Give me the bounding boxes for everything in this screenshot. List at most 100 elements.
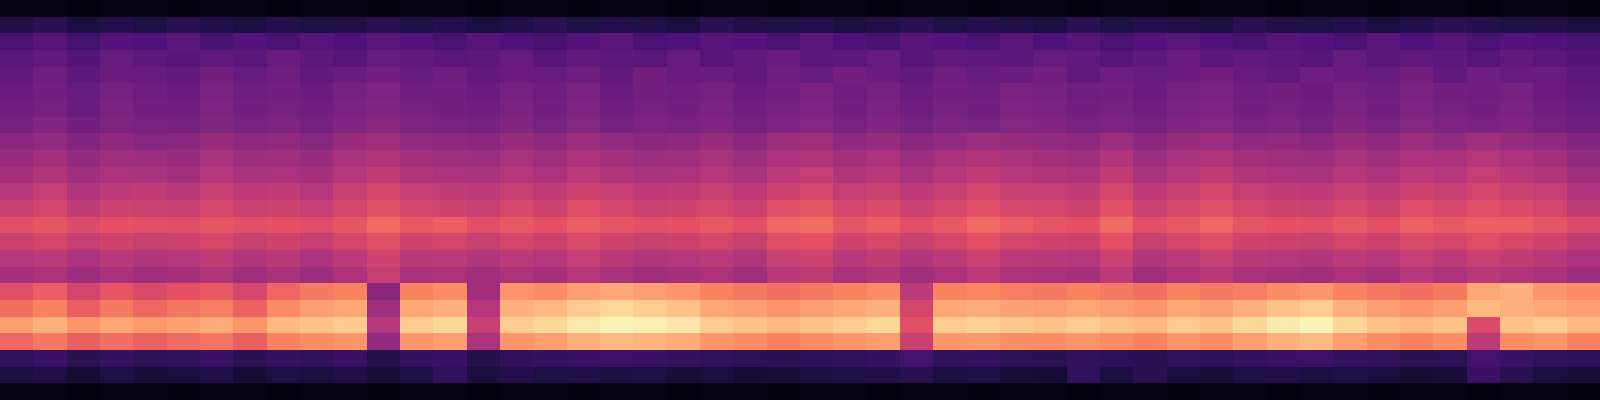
- cell: [233, 67, 267, 84]
- cell: [1000, 367, 1034, 384]
- cell: [533, 150, 567, 167]
- cell: [1200, 383, 1234, 400]
- cell: [733, 167, 767, 184]
- cell: [433, 233, 467, 250]
- cell: [1233, 233, 1267, 250]
- cell: [1167, 300, 1201, 317]
- cell: [433, 150, 467, 167]
- cell: [1200, 333, 1234, 350]
- cell: [1033, 217, 1067, 234]
- cell: [1433, 333, 1467, 350]
- cell: [367, 300, 401, 317]
- cell: [100, 283, 134, 300]
- cell: [1100, 317, 1134, 334]
- cell: [400, 100, 434, 117]
- cell: [267, 117, 301, 134]
- cell: [367, 233, 401, 250]
- cell: [133, 317, 167, 334]
- cell: [1500, 33, 1534, 50]
- cell: [1267, 350, 1301, 367]
- cell: [933, 133, 967, 150]
- cell: [1567, 367, 1600, 384]
- cell: [33, 133, 67, 150]
- cell: [1500, 0, 1534, 17]
- cell: [767, 0, 801, 17]
- cell: [933, 333, 967, 350]
- cell: [1333, 200, 1367, 217]
- cell: [167, 150, 201, 167]
- cell: [567, 367, 601, 384]
- cell: [200, 217, 234, 234]
- cell: [0, 300, 34, 317]
- cell: [1133, 33, 1167, 50]
- cell: [600, 217, 634, 234]
- cell: [900, 17, 934, 34]
- cell: [733, 67, 767, 84]
- cell: [333, 283, 367, 300]
- cell: [1467, 100, 1501, 117]
- cell: [667, 183, 701, 200]
- cell: [233, 17, 267, 34]
- cell: [1467, 283, 1501, 300]
- cell: [33, 233, 67, 250]
- cell: [133, 33, 167, 50]
- cell: [267, 250, 301, 267]
- cell: [467, 100, 501, 117]
- cell: [200, 200, 234, 217]
- cell: [1300, 383, 1334, 400]
- cell: [267, 300, 301, 317]
- cell: [1300, 117, 1334, 134]
- cell: [900, 267, 934, 284]
- cell: [33, 217, 67, 234]
- cell: [67, 283, 101, 300]
- cell: [100, 217, 134, 234]
- cell: [433, 117, 467, 134]
- cell: [1000, 267, 1034, 284]
- cell: [100, 317, 134, 334]
- cell: [1467, 350, 1501, 367]
- cell: [767, 117, 801, 134]
- cell: [1433, 350, 1467, 367]
- cell: [400, 367, 434, 384]
- cell: [200, 300, 234, 317]
- cell: [1300, 200, 1334, 217]
- cell: [533, 33, 567, 50]
- cell: [433, 133, 467, 150]
- cell: [967, 150, 1001, 167]
- cell: [1033, 283, 1067, 300]
- cell: [1133, 217, 1167, 234]
- cell: [0, 0, 34, 17]
- cell: [700, 317, 734, 334]
- cell: [1567, 0, 1600, 17]
- cell: [333, 367, 367, 384]
- cell: [933, 17, 967, 34]
- cell: [800, 233, 834, 250]
- cell: [1433, 283, 1467, 300]
- cell: [833, 100, 867, 117]
- cell: [33, 350, 67, 367]
- cell: [867, 300, 901, 317]
- cell: [1000, 350, 1034, 367]
- cell: [533, 100, 567, 117]
- cell: [300, 233, 334, 250]
- cell: [433, 0, 467, 17]
- cell: [200, 0, 234, 17]
- cell: [1300, 133, 1334, 150]
- cell: [667, 233, 701, 250]
- cell: [367, 367, 401, 384]
- cell: [800, 350, 834, 367]
- cell: [800, 367, 834, 384]
- cell: [1133, 50, 1167, 67]
- cell: [1400, 133, 1434, 150]
- cell: [1400, 33, 1434, 50]
- cell: [1267, 317, 1301, 334]
- cell: [167, 317, 201, 334]
- cell: [1200, 50, 1234, 67]
- cell: [1267, 183, 1301, 200]
- cell: [367, 200, 401, 217]
- cell: [133, 217, 167, 234]
- cell: [1533, 200, 1567, 217]
- cell: [1033, 317, 1067, 334]
- cell: [600, 83, 634, 100]
- cell: [1333, 83, 1367, 100]
